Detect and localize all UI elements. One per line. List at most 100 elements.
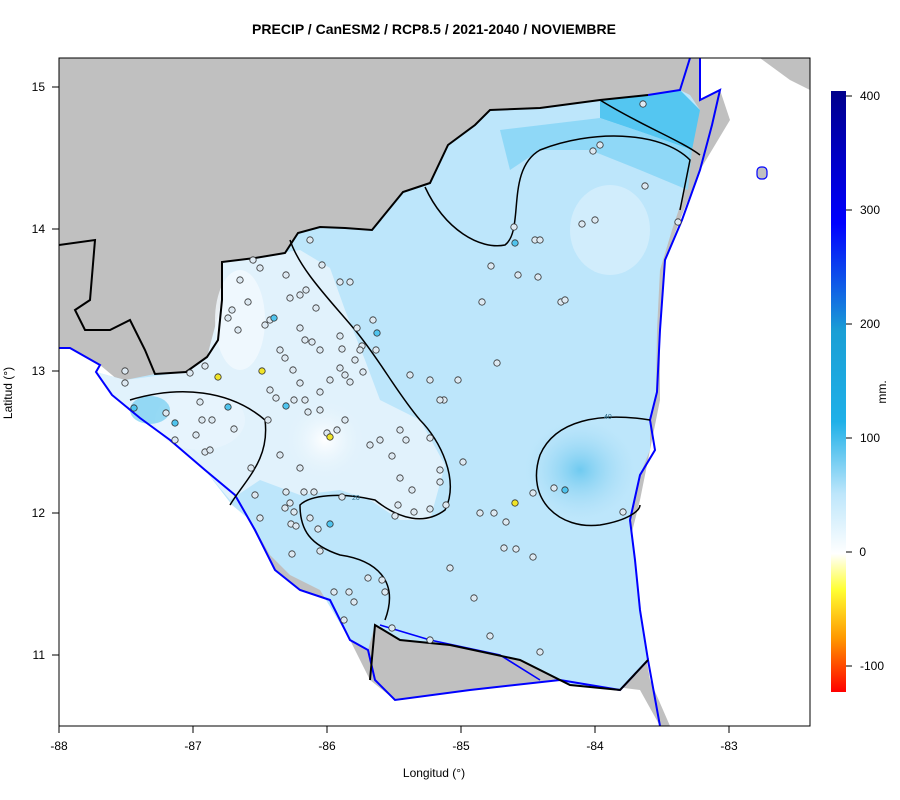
- station-marker: [500, 544, 508, 552]
- station-marker: [336, 278, 344, 286]
- contour-line-ne-2: [599, 99, 701, 156]
- y-tick-label: 12: [32, 506, 46, 520]
- contour-line-20-central: [289, 239, 451, 621]
- station-marker: [408, 486, 416, 494]
- station-marker: [674, 218, 682, 226]
- station-marker: [376, 436, 384, 444]
- station-marker: [236, 276, 244, 284]
- station-marker: [426, 434, 434, 442]
- station-marker: [206, 446, 214, 454]
- station-marker: [306, 514, 314, 522]
- station-marker: [224, 403, 232, 411]
- station-marker: [281, 354, 289, 362]
- station-marker: [308, 338, 316, 346]
- station-marker: [396, 474, 404, 482]
- station-marker: [470, 594, 478, 602]
- station-marker: [296, 324, 304, 332]
- station-marker: [345, 588, 353, 596]
- station-marker: [336, 332, 344, 340]
- station-marker: [228, 306, 236, 314]
- station-marker: [534, 273, 542, 281]
- x-tick-label: -85: [452, 739, 470, 753]
- station-marker: [290, 508, 298, 516]
- station-marker: [208, 416, 216, 424]
- station-marker: [300, 488, 308, 496]
- station-marker: [490, 509, 498, 517]
- station-marker: [366, 441, 374, 449]
- station-marker: [286, 294, 294, 302]
- station-marker: [388, 452, 396, 460]
- station-marker: [316, 406, 324, 414]
- contour-label-40: 40: [604, 414, 612, 421]
- station-marker: [381, 588, 389, 596]
- station-marker: [316, 547, 324, 555]
- station-marker: [341, 416, 349, 424]
- station-marker: [402, 436, 410, 444]
- station-marker: [256, 264, 264, 272]
- station-marker: [121, 379, 129, 387]
- station-marker: [316, 388, 324, 396]
- station-marker: [264, 416, 272, 424]
- y-axis: [52, 86, 59, 656]
- station-marker: [301, 396, 309, 404]
- station-marker: [302, 286, 310, 294]
- station-marker: [310, 488, 318, 496]
- station-marker: [338, 345, 346, 353]
- station-marker: [502, 518, 510, 526]
- station-marker: [326, 433, 334, 441]
- station-marker: [514, 271, 522, 279]
- station-marker: [338, 493, 346, 501]
- station-marker: [589, 147, 597, 155]
- station-marker: [406, 371, 414, 379]
- station-marker: [639, 100, 647, 108]
- station-marker: [353, 324, 361, 332]
- station-marker: [192, 431, 200, 439]
- station-marker: [476, 509, 484, 517]
- contour-label-20: 20: [352, 495, 360, 502]
- station-marker: [282, 488, 290, 496]
- station-marker: [561, 486, 569, 494]
- station-marker: [436, 466, 444, 474]
- station-marker: [391, 512, 399, 520]
- station-marker: [442, 501, 450, 509]
- station-marker: [346, 378, 354, 386]
- station-marker: [364, 574, 372, 582]
- station-marker: [341, 371, 349, 379]
- legend-tick-label: 0: [859, 545, 866, 559]
- legend-tick-label: 300: [860, 203, 880, 217]
- station-marker: [340, 616, 348, 624]
- station-marker: [529, 489, 537, 497]
- legend-tick-label: 200: [860, 317, 880, 331]
- station-marker: [326, 520, 334, 528]
- station-marker: [426, 376, 434, 384]
- legend-unit-label: mm.: [875, 380, 889, 403]
- map-layers: 20 40: [59, 58, 810, 726]
- station-marker: [306, 236, 314, 244]
- y-tick-label: 14: [32, 222, 46, 236]
- station-marker: [356, 346, 364, 354]
- station-marker: [318, 261, 326, 269]
- station-marker: [388, 624, 396, 632]
- station-marker: [478, 298, 486, 306]
- legend-tick-label: 100: [860, 431, 880, 445]
- station-marker: [436, 396, 444, 404]
- border-honduras: [59, 94, 649, 376]
- station-marker: [312, 304, 320, 312]
- x-tick-label: -86: [318, 739, 336, 753]
- station-marker: [270, 314, 278, 322]
- y-axis-label: Latitud (°): [1, 367, 15, 419]
- station-marker: [296, 464, 304, 472]
- x-axis-label: Longitud (°): [403, 766, 465, 780]
- y-tick-label: 13: [32, 364, 46, 378]
- station-marker: [304, 408, 312, 416]
- coastline-pacific: [59, 347, 661, 726]
- station-marker: [314, 525, 322, 533]
- station-marker: [296, 379, 304, 387]
- station-marker: [214, 373, 222, 381]
- station-marker: [301, 336, 309, 344]
- pacific-ocean: [59, 348, 660, 726]
- station-marker: [290, 396, 298, 404]
- station-marker: [266, 386, 274, 394]
- station-marker: [330, 588, 338, 596]
- station-marker: [426, 636, 434, 644]
